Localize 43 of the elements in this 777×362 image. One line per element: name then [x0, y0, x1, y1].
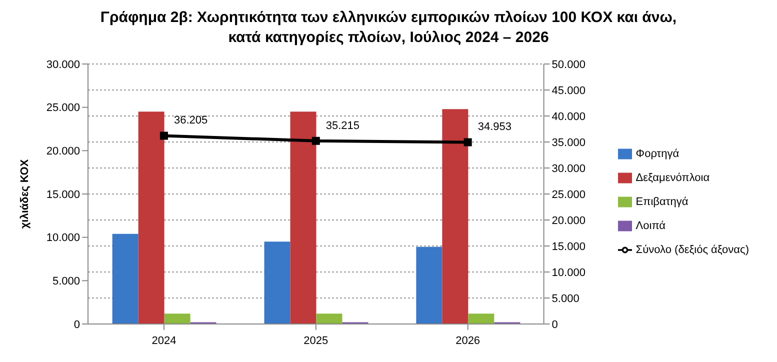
x-tick-label: 2025 — [304, 334, 328, 347]
point — [312, 136, 320, 145]
x-tick-label: 2026 — [456, 334, 480, 347]
y2-tick-label: 50.000 — [552, 58, 586, 71]
data-label: 34.953 — [478, 121, 512, 134]
bar — [112, 234, 138, 324]
y2-tick-label: 0 — [552, 318, 558, 331]
bar — [290, 112, 316, 324]
data-label: 36.205 — [174, 114, 208, 127]
bar — [138, 112, 164, 324]
y2-tick-label: 10.000 — [552, 266, 586, 279]
x-tick-label: 2024 — [152, 334, 176, 347]
data-label: 35.215 — [326, 120, 360, 132]
y2-tick-label: 20.000 — [552, 214, 586, 227]
bar — [468, 314, 494, 324]
point — [160, 132, 168, 140]
y-tick-label: 20.000 — [46, 146, 80, 158]
y2-tick-label: 5.000 — [552, 292, 580, 305]
point — [464, 138, 472, 146]
y2-tick-label: 40.000 — [552, 110, 586, 123]
y2-tick-label: 45.000 — [552, 84, 586, 97]
bar — [264, 242, 290, 324]
bar — [416, 246, 442, 324]
bar — [442, 109, 468, 324]
y2-tick-label: 15.000 — [552, 240, 586, 253]
legend-label: Επιβατηγά — [636, 196, 688, 208]
y-axis-title: χιλιάδες ΚΟΧ — [18, 158, 31, 229]
y-tick-label: 5.000 — [52, 276, 80, 288]
y2-tick-label: 35.000 — [552, 136, 586, 149]
legend-label: Λοιπά — [636, 220, 666, 232]
legend-label: Δεξαμενόπλοια — [636, 172, 710, 184]
y-tick-label: 15.000 — [46, 188, 80, 201]
y-tick-label: 25.000 — [46, 102, 80, 114]
y2-tick-label: 30.000 — [552, 162, 586, 175]
y-tick-label: 10.000 — [46, 232, 80, 244]
bar — [164, 314, 190, 324]
bar — [316, 314, 342, 324]
y-tick-label: 0 — [74, 318, 80, 331]
chart-title: Γράφημα 2β: Χωρητικότητα των ελληνικών εμπορικών πλοίων 100 ΚΟΧ και άνω, κατά κατηγορίες πλοίων, Ιούλιος 2024 – 2026 — [99, 8, 678, 48]
y-tick-label: 30.000 — [46, 58, 80, 71]
y2-tick-label: 25.000 — [552, 188, 586, 201]
legend-label: Φορτηγά — [636, 148, 680, 160]
legend-label: Σύνολο (δεξιός άξονας) — [636, 244, 749, 256]
